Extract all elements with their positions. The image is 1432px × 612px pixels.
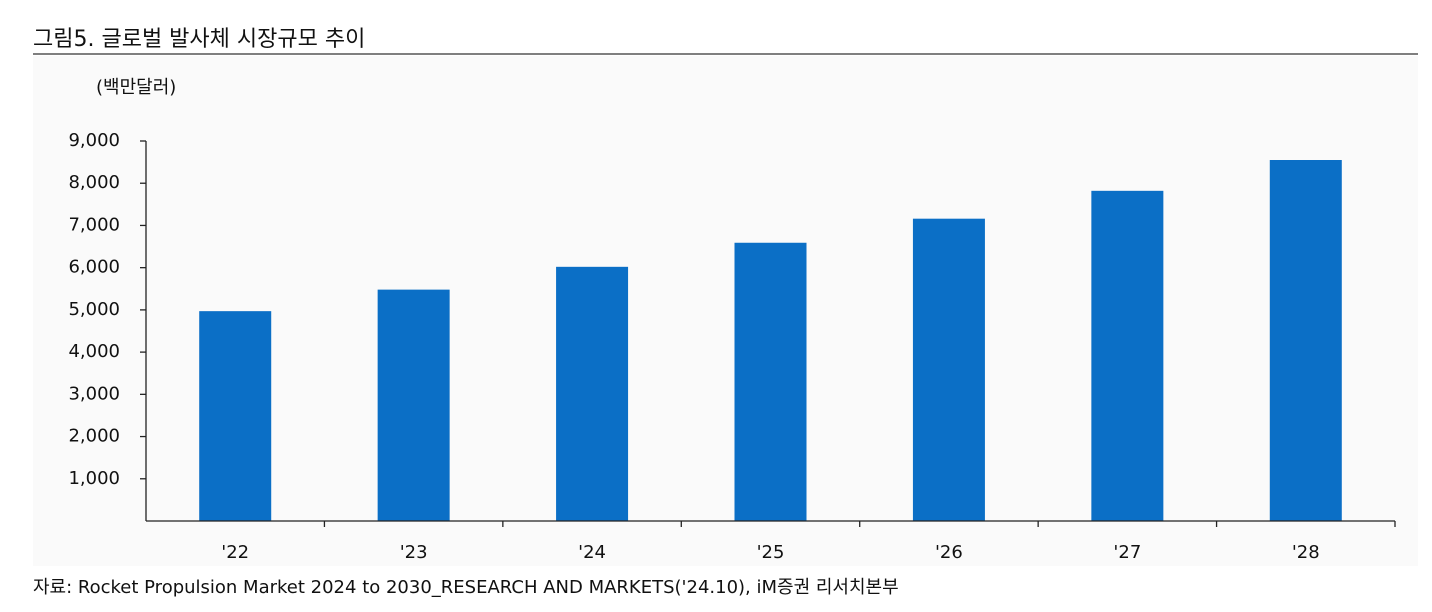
x-tick-label: '25 (757, 542, 785, 563)
source-note: 자료: Rocket Propulsion Market 2024 to 203… (33, 577, 899, 598)
x-tick-label: '22 (221, 542, 249, 563)
bar (1091, 190, 1164, 522)
x-tick-label: '27 (1113, 542, 1141, 563)
x-tick-label: '28 (1292, 542, 1320, 563)
bar (912, 218, 985, 521)
y-tick-label: 6,000 (68, 257, 120, 278)
x-tick-label: '26 (935, 542, 963, 563)
y-tick-label: 9,000 (68, 130, 120, 151)
y-tick-label: 4,000 (68, 341, 120, 362)
y-tick-label: 2,000 (68, 426, 120, 447)
bar (556, 266, 629, 521)
y-tick-label: 5,000 (68, 299, 120, 320)
bar (199, 311, 272, 521)
bar (1269, 160, 1342, 521)
chart-title: 그림5. 글로벌 발사체 시장규모 추이 (33, 27, 365, 52)
y-tick-label: 8,000 (68, 172, 120, 193)
bar (734, 242, 807, 521)
unit-label: (백만달러) (96, 77, 176, 98)
x-tick-label: '24 (578, 542, 606, 563)
y-tick-label: 1,000 (68, 468, 120, 489)
x-tick-label: '23 (400, 542, 428, 563)
y-tick-label: 7,000 (68, 214, 120, 235)
bar (377, 289, 450, 521)
y-tick-label: 3,000 (68, 383, 120, 404)
